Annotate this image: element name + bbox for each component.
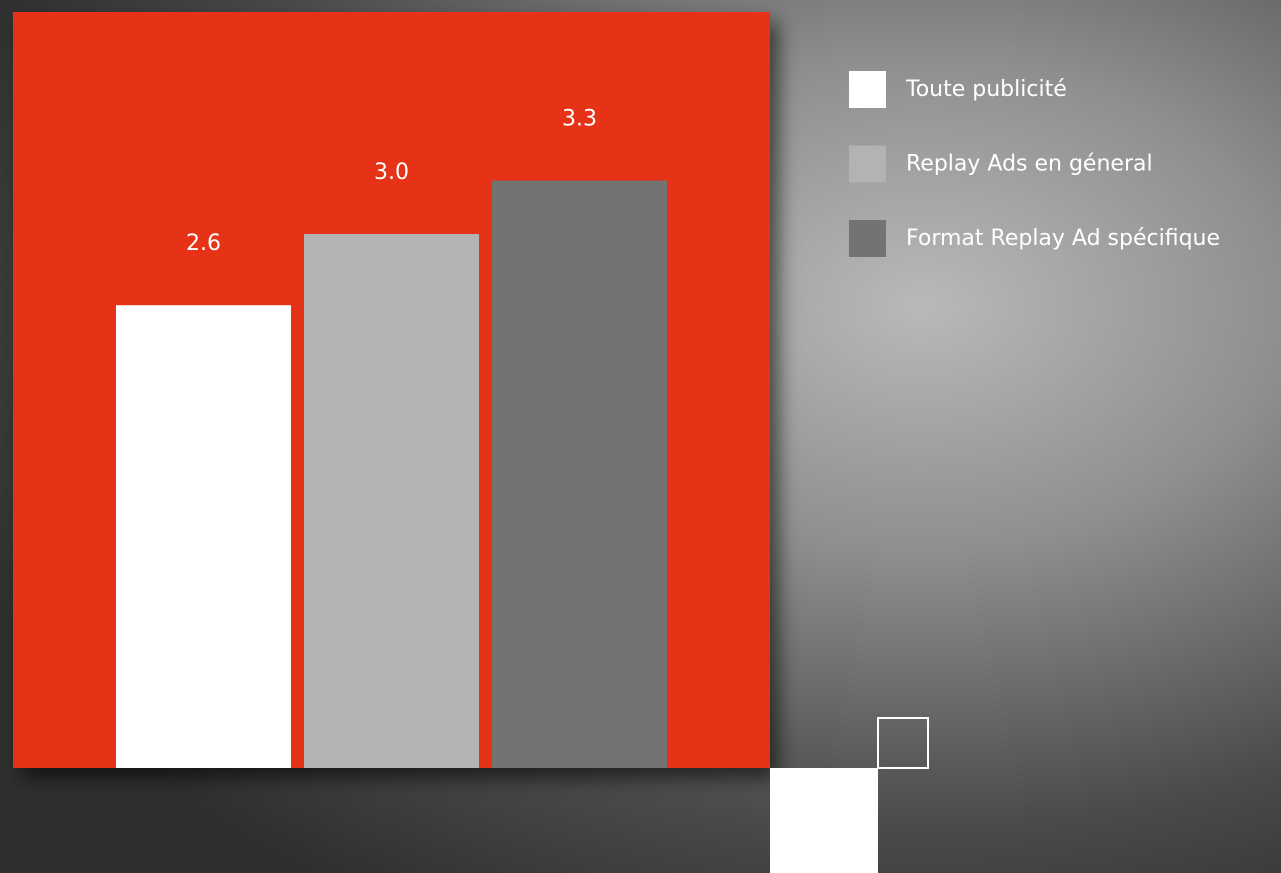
- value-label: 2.6: [186, 231, 221, 256]
- legend-swatch: [849, 71, 886, 108]
- legend-label: Format Replay Ad spécifique: [906, 226, 1220, 251]
- decor-outline: [877, 717, 929, 769]
- value-label: 3.3: [562, 107, 597, 132]
- legend-label: Toute publicité: [905, 77, 1067, 102]
- bar: [304, 234, 479, 768]
- legend-label: Replay Ads en géneral: [906, 152, 1153, 177]
- legend-swatch: [849, 145, 886, 183]
- decor-square: [770, 768, 878, 873]
- legend-swatch: [849, 220, 886, 257]
- bar: [116, 305, 291, 768]
- bar: [492, 180, 667, 769]
- value-label: 3.0: [374, 160, 409, 185]
